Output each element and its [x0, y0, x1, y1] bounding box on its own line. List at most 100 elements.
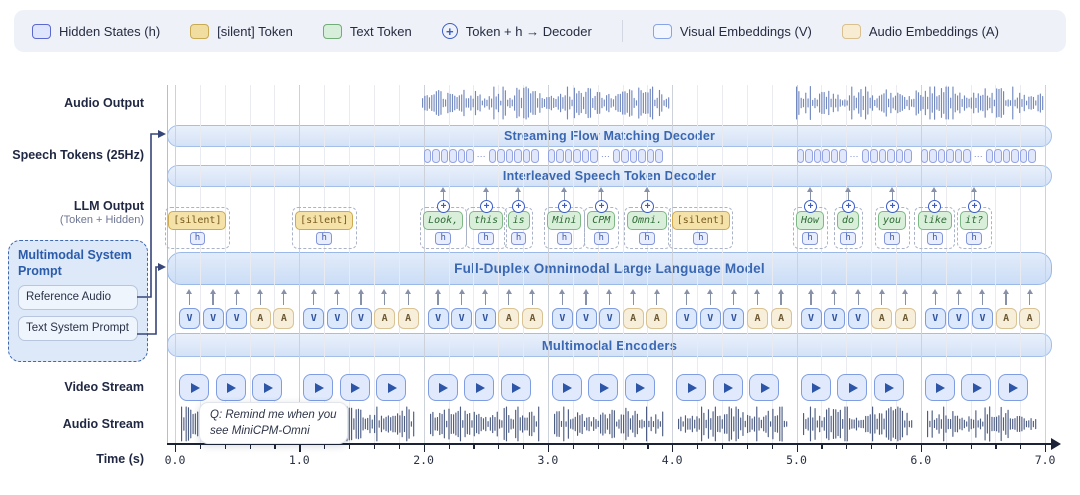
speech-token [1002, 149, 1011, 163]
token-h-decoder-icon: + [558, 200, 571, 213]
up-arrow-icon [682, 289, 691, 305]
timeline-chart: Streaming Flow Matching Decoder Interlea… [164, 85, 1072, 485]
llm-token-group: CPM h [583, 207, 619, 249]
axis-tick [647, 445, 649, 449]
hidden-state-h: h [639, 232, 655, 245]
axis-tick-label: 7.0 [1034, 453, 1056, 467]
up-arrow-icon [309, 289, 318, 305]
streaming-flow-matching-decoder-bar: Streaming Flow Matching Decoder [167, 125, 1052, 147]
visual-embedding-token: V [847, 308, 869, 329]
speech-token [590, 149, 598, 163]
row-label-time: Time (s) [96, 452, 144, 466]
speech-token [822, 149, 830, 163]
text-token: Look, [423, 211, 464, 230]
visual-embedding-token: V [451, 308, 473, 329]
multimodal-encoders-bar: Multimodal Encoders [167, 333, 1052, 357]
legend-label-token-h-decoder: Token + h → Decoder [465, 23, 592, 39]
gridline [871, 85, 873, 443]
speech-token [796, 149, 804, 163]
row-label-llm-output: LLM Output [73, 199, 144, 213]
video-frame-play-icon [997, 374, 1028, 401]
gridline [597, 85, 599, 443]
speech-token [985, 149, 994, 163]
speech-token [870, 149, 878, 163]
audio-embedding-token: A [1019, 308, 1041, 329]
legend-item-text-token: Text Token [322, 23, 412, 39]
hidden-state-h: h [927, 232, 943, 245]
visual-embedding-token: V [350, 308, 372, 329]
speech-token [488, 149, 497, 163]
video-frame-play-icon [551, 374, 582, 401]
audio-embedding-token: A [249, 308, 271, 329]
gridline [746, 85, 748, 443]
up-arrow-icon [729, 289, 738, 305]
speech-token [573, 149, 581, 163]
gridline [895, 85, 897, 443]
llm-token-group: Omni. h [623, 207, 671, 249]
time-axis-arrow-icon [1051, 438, 1061, 450]
axis-tick [846, 445, 848, 449]
speech-token [878, 149, 886, 163]
gridline [1020, 85, 1022, 443]
visual-embedding-token: V [326, 308, 348, 329]
speech-token [805, 149, 813, 163]
token-h-decoder-icon: + [886, 200, 899, 213]
gridline [771, 85, 773, 443]
audio-embedding-token: A [995, 308, 1017, 329]
axis-tick [373, 445, 376, 449]
speech-token [813, 149, 821, 163]
visual-embedding-token: V [948, 308, 970, 329]
axis-tick [175, 445, 177, 452]
token-h-decoder-icon: + [441, 23, 458, 39]
hidden-state-h: h [435, 232, 451, 245]
axis-tick [771, 445, 773, 449]
token-h-decoder-icon: + [641, 200, 654, 213]
audio-embedding-token: A [397, 308, 419, 329]
gridline [1045, 85, 1047, 443]
visual-embedding-token: V [551, 308, 573, 329]
video-frame-play-icon [427, 374, 458, 401]
legend-item-token-h-decoder: + Token + h → Decoder [441, 23, 592, 39]
llm-token-group: [silent] h [164, 207, 230, 249]
llm-token-group: [silent] h [668, 207, 734, 249]
audio-embeddings-swatch-icon [841, 23, 861, 39]
gridline [547, 85, 549, 443]
up-arrow-icon [457, 289, 466, 305]
ellipsis: ⋯ [849, 150, 859, 161]
video-frame-play-icon [873, 374, 904, 401]
hidden-state-h: h [510, 232, 527, 245]
query-tooltip-line1: Q: Remind me when you [210, 409, 337, 421]
axis-tick [970, 445, 972, 449]
video-frame-play-icon [252, 374, 282, 401]
axis-tick [398, 445, 400, 449]
gridline [523, 85, 524, 443]
reference-audio-box: Reference Audio [18, 285, 138, 311]
up-arrow-icon [481, 289, 490, 305]
up-arrow-icon [582, 289, 590, 305]
legend-divider [621, 20, 623, 42]
axis-tick [796, 445, 798, 452]
llm-token-group: this h [465, 207, 507, 249]
axis-tick [721, 445, 724, 449]
llm-token-group: [silent] h [291, 207, 357, 249]
speech-token [514, 149, 522, 163]
up-arrow-icon [970, 187, 979, 200]
gridline [398, 85, 400, 443]
audio-embedding-token: A [747, 308, 768, 329]
up-arrow-icon [597, 187, 606, 200]
speech-token [466, 149, 474, 163]
text-token: you [878, 211, 907, 230]
axis-tick [672, 445, 674, 452]
up-arrow-icon [877, 289, 886, 305]
audio-embedding-token: A [522, 308, 543, 329]
axis-tick [423, 445, 425, 452]
speech-token [1028, 149, 1036, 163]
audio-stream-waveform [553, 406, 664, 442]
speech-token [929, 149, 937, 163]
text-token: Omni. [627, 211, 668, 230]
up-arrow-icon [256, 289, 265, 305]
token-h-decoder-icon: + [804, 200, 817, 213]
ellipsis: ⋯ [476, 150, 486, 161]
speech-token [432, 149, 440, 163]
